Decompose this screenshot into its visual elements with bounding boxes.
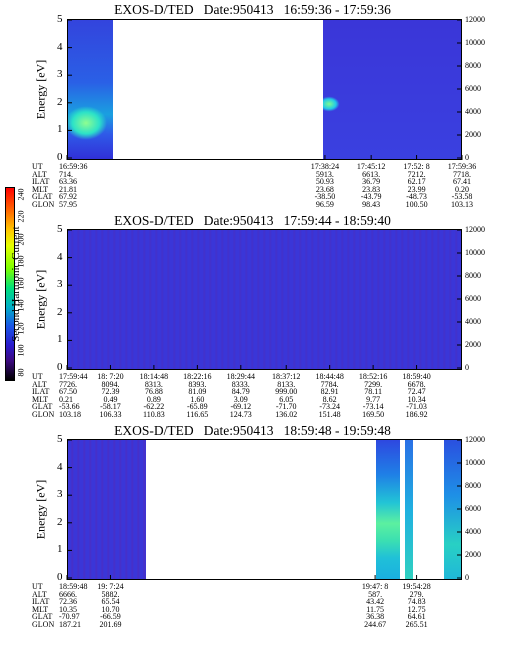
y-tick-label: 0 [57,361,63,373]
y-tick-label: 0 [57,151,63,163]
ephemeris-column: 18:37:12 8133. 999.00 6.05 -71.70 136.02 [271,372,301,419]
ephemeris-column: 17:59:36 7718. 67.41 0.20 -53.58 103.13 [447,162,477,209]
panel-2-title: EXOS-D/TED Date:950413 17:59:44 - 18:59:… [114,213,391,228]
colorbar-tick-label: 80 [16,368,26,377]
colorbar-tick-label: 120 [16,322,26,334]
panel-1-title: EXOS-D/TED Date:950413 16:59:36 - 17:59:… [114,2,391,17]
panel-3-data-right-3 [444,440,461,579]
ephemeris-column: 18:52:16 7299. 78.11 9.77 -73.14 169.50 [358,372,388,419]
panel-2-data [68,230,461,369]
panel-3-data-left [68,440,146,579]
ephemeris-column: 18:29:44 8333. 84.79 3.09 -69.12 124.73 [226,372,256,419]
panel-3-title: EXOS-D/TED Date:950413 18:59:48 - 19:59:… [114,423,391,438]
ephemeris-row-labels: UT ALT ILAT MLT GLAT GLON [32,372,55,419]
y2-tick-label: 0 [465,573,469,582]
colorbar-tick-label: 200 [16,233,26,245]
y-tick-label: 0 [57,571,63,583]
y2-tick-label: 6000 [465,294,481,303]
panel-3-data-right-1 [376,440,400,579]
y2-tick-label: 4000 [465,317,481,326]
y-axis-label: Energy [eV] [33,59,48,119]
colorbar [5,187,15,381]
y2-tick-label: 8000 [465,481,481,490]
ephemeris-column: 19: 7:24 5882. 65.54 10.70 -66.59 201.69 [97,582,124,629]
ephemeris-row-labels: UT ALT ILAT MLT GLAT GLON [32,162,55,209]
y-tick-label: 5 [57,433,63,445]
y-tick-label: 2 [57,305,63,318]
y2-tick-label: 2000 [465,550,481,559]
y-tick-label: 1 [57,333,63,346]
ephemeris-row-labels: UT ALT ILAT MLT GLAT GLON [32,582,55,629]
y2-tick-label: 0 [465,153,469,162]
colorbar-tick-label: 220 [16,210,26,223]
colorbar-tick-label: 160 [16,277,26,290]
panel-3-data-right-2 [405,440,413,579]
y-tick-label: 3 [57,278,63,291]
y2-tick-label: 12000 [465,225,485,234]
y2-tick-label: 12000 [465,15,485,24]
y-tick-label: 4 [57,250,63,263]
y2-tick-label: 0 [465,363,469,372]
y2-tick-label: 4000 [465,527,481,536]
ephemeris-column: 16:59:36 714. 63.36 21.81 67.92 57.95 [59,162,88,209]
ephemeris-column: 17:38:24 5913. 50.93 23.68 -38.50 96.59 [310,162,340,209]
y2-tick-label: 6000 [465,504,481,513]
panel-3-plot [67,439,462,580]
y2-tick-label: 6000 [465,84,481,93]
y-tick-label: 4 [57,40,63,53]
y2-tick-label: 4000 [465,107,481,116]
y-tick-label: 2 [57,515,63,528]
y-tick-label: 1 [57,123,63,136]
y-axis-label: Energy [eV] [33,479,48,539]
y2-tick-label: 2000 [465,340,481,349]
y-tick-label: 1 [57,543,63,556]
y2-tick-label: 8000 [465,61,481,70]
ephemeris-column: 18:14:48 8313. 76.88 0.89 -62.22 110.83 [139,372,169,419]
y-tick-label: 4 [57,460,63,473]
ephemeris-column: 17:59:44 7726. 67.50 0.21 -53.66 103.18 [59,372,88,419]
y2-tick-label: 8000 [465,271,481,280]
panel-1-plot [67,19,462,160]
colorbar-tick-label: 140 [16,299,26,312]
y-tick-label: 5 [57,13,63,25]
y2-tick-label: 2000 [465,130,481,139]
y-tick-label: 5 [57,223,63,235]
ephemeris-column: 18:44:48 7784. 82.91 8.62 -73.24 151.48 [315,372,344,419]
y-tick-label: 3 [57,68,63,81]
y-tick-label: 2 [57,95,63,108]
y2-tick-label: 10000 [465,38,485,47]
ephemeris-column: 19:47: 8 587. 43.42 11.75 36.38 244.67 [361,582,389,629]
colorbar-tick-label: 100 [16,344,26,357]
panel-1-data-right [323,20,461,159]
y-tick-label: 3 [57,488,63,501]
ephemeris-column: 18:59:48 6666. 72.36 10.35 -70.97 187.21 [59,582,88,629]
panel-2-plot [67,229,462,370]
ephemeris-column: 17:52: 8 7212. 62.17 23.99 -48.73 100.50 [403,162,430,209]
y2-tick-label: 10000 [465,458,485,467]
panel-1-data-left [68,20,113,159]
ephemeris-column: 17:45:12 6613. 36.79 23.83 -43.79 98.43 [356,162,386,209]
ephemeris-column: 19:54:28 279. 74.83 12.75 64.61 265.51 [402,582,431,629]
y2-tick-label: 12000 [465,435,485,444]
colorbar-tick-label: 240 [16,188,26,201]
ephemeris-column: 18:22:16 8393. 81.09 1.60 -65.89 116.65 [183,372,212,419]
colorbar-tick-label: 180 [16,255,26,268]
ephemeris-column: 18:59:40 6678. 72.47 10.34 -71.03 186.92 [402,372,431,419]
y2-tick-label: 10000 [465,248,485,257]
ephemeris-column: 18: 7:20 8094. 72.39 0.49 -58.17 106.33 [97,372,124,419]
y-axis-label: Energy [eV] [33,269,48,329]
